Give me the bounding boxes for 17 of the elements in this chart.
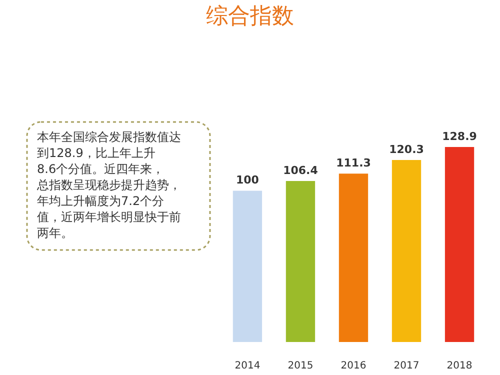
bar (444, 147, 474, 342)
x-tick-label: 2016 (340, 360, 366, 372)
bar (338, 174, 368, 342)
data-label: 100 (236, 174, 260, 187)
x-tick-label: 2015 (288, 360, 314, 372)
x-tick-label: 2017 (394, 360, 420, 372)
bar (232, 190, 262, 342)
x-tick-label: 2018 (446, 360, 472, 372)
bar (286, 181, 316, 342)
data-label: 128.9 (442, 130, 477, 143)
x-tick-label: 2014 (234, 360, 260, 372)
data-label: 111.3 (336, 156, 371, 170)
data-label: 120.3 (389, 143, 424, 156)
data-label: 106.4 (283, 164, 318, 178)
chart-title: 综合指数 (206, 4, 294, 29)
text: 本年全国综合发展指数值达到128.9，比上年上升8.6个分值。近四年来，总指数呈现稳步提升趋势，年均上升幅度为7.2个分值，近两年增长明显快于前两年。 (36, 130, 181, 240)
bar (392, 160, 422, 342)
